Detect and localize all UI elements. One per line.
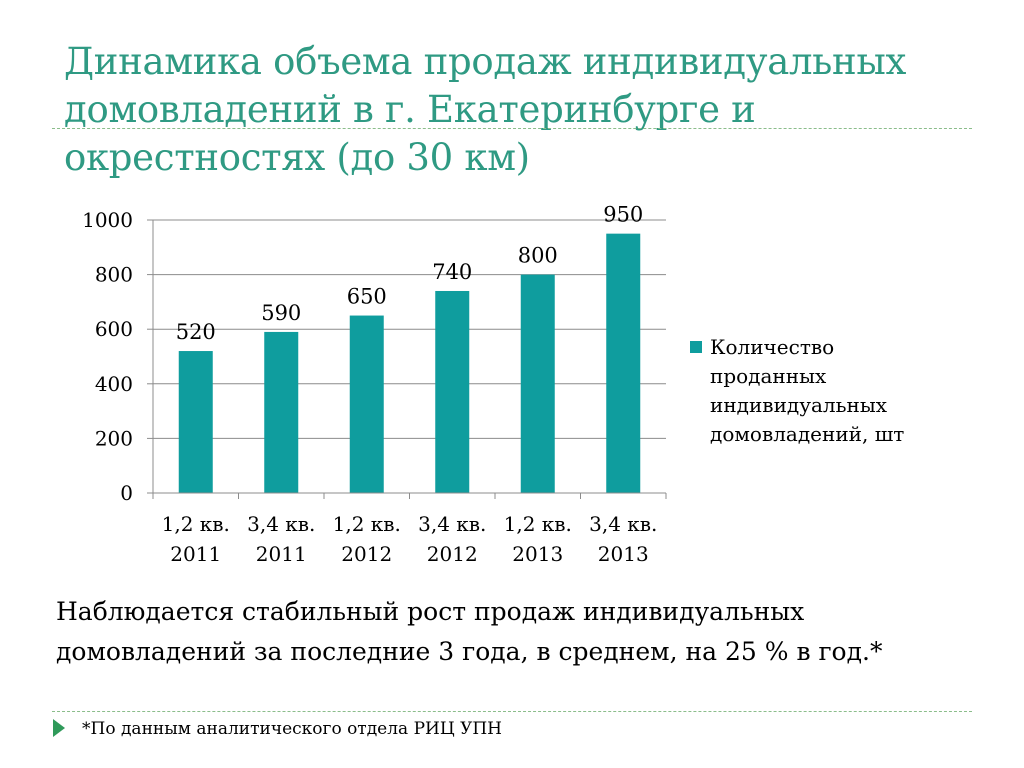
data-label: 590 [261,301,301,325]
x-axis-labels: 1,2 кв. 2011 3,4 кв. 2011 1,2 кв. 2012 3,4 кв.… [162,512,658,566]
y-tick-label: 800 [95,263,133,287]
x-tick-label: 1,2 кв. [162,512,230,536]
x-tick-label: 2012 [341,542,392,566]
bar [435,290,470,493]
y-tick-label: 1000 [82,208,133,232]
bar [178,351,213,493]
footer-divider [52,711,972,712]
legend-label: Количество проданных индивидуальных домо… [710,335,905,446]
x-tick-label: 2011 [256,542,307,566]
axes [147,219,667,499]
x-tick-label: 3,4 кв. [247,512,315,536]
x-tick-label: 1,2 кв. [504,512,572,536]
title-divider [52,128,972,129]
chart-legend: Количество проданных индивидуальных домо… [690,333,950,449]
y-axis-ticks: 0 200 400 600 800 1000 [82,208,133,505]
bar [264,331,299,493]
bar [606,233,641,493]
summary-text: Наблюдается стабильный рост продаж индив… [56,597,883,666]
data-label: 520 [176,320,216,344]
bar [520,274,555,493]
x-tick-label: 3,4 кв. [589,512,657,536]
page-title: Динамика объема продаж индивидуальных до… [64,40,907,179]
legend-swatch [690,341,702,353]
x-tick-label: 2012 [427,542,478,566]
footnote: *По данным аналитического отдела РИЦ УПН [82,719,503,739]
play-triangle-icon [53,719,65,737]
x-tick-label: 1,2 кв. [333,512,401,536]
x-tick-label: 2013 [512,542,563,566]
data-label: 650 [347,285,387,309]
bars [178,233,641,493]
x-tick-label: 3,4 кв. [418,512,486,536]
x-tick-label: 2011 [170,542,221,566]
y-tick-label: 0 [120,481,133,505]
bar [349,315,384,493]
data-labels: 520 590 650 740 800 950 [176,203,644,344]
y-tick-label: 200 [95,426,133,450]
x-tick-label: 2013 [598,542,649,566]
y-tick-label: 600 [95,317,133,341]
y-tick-label: 400 [95,372,133,396]
data-label: 740 [432,260,472,284]
grid-lines [153,219,666,494]
data-label: 950 [603,203,643,227]
data-label: 800 [518,244,558,268]
